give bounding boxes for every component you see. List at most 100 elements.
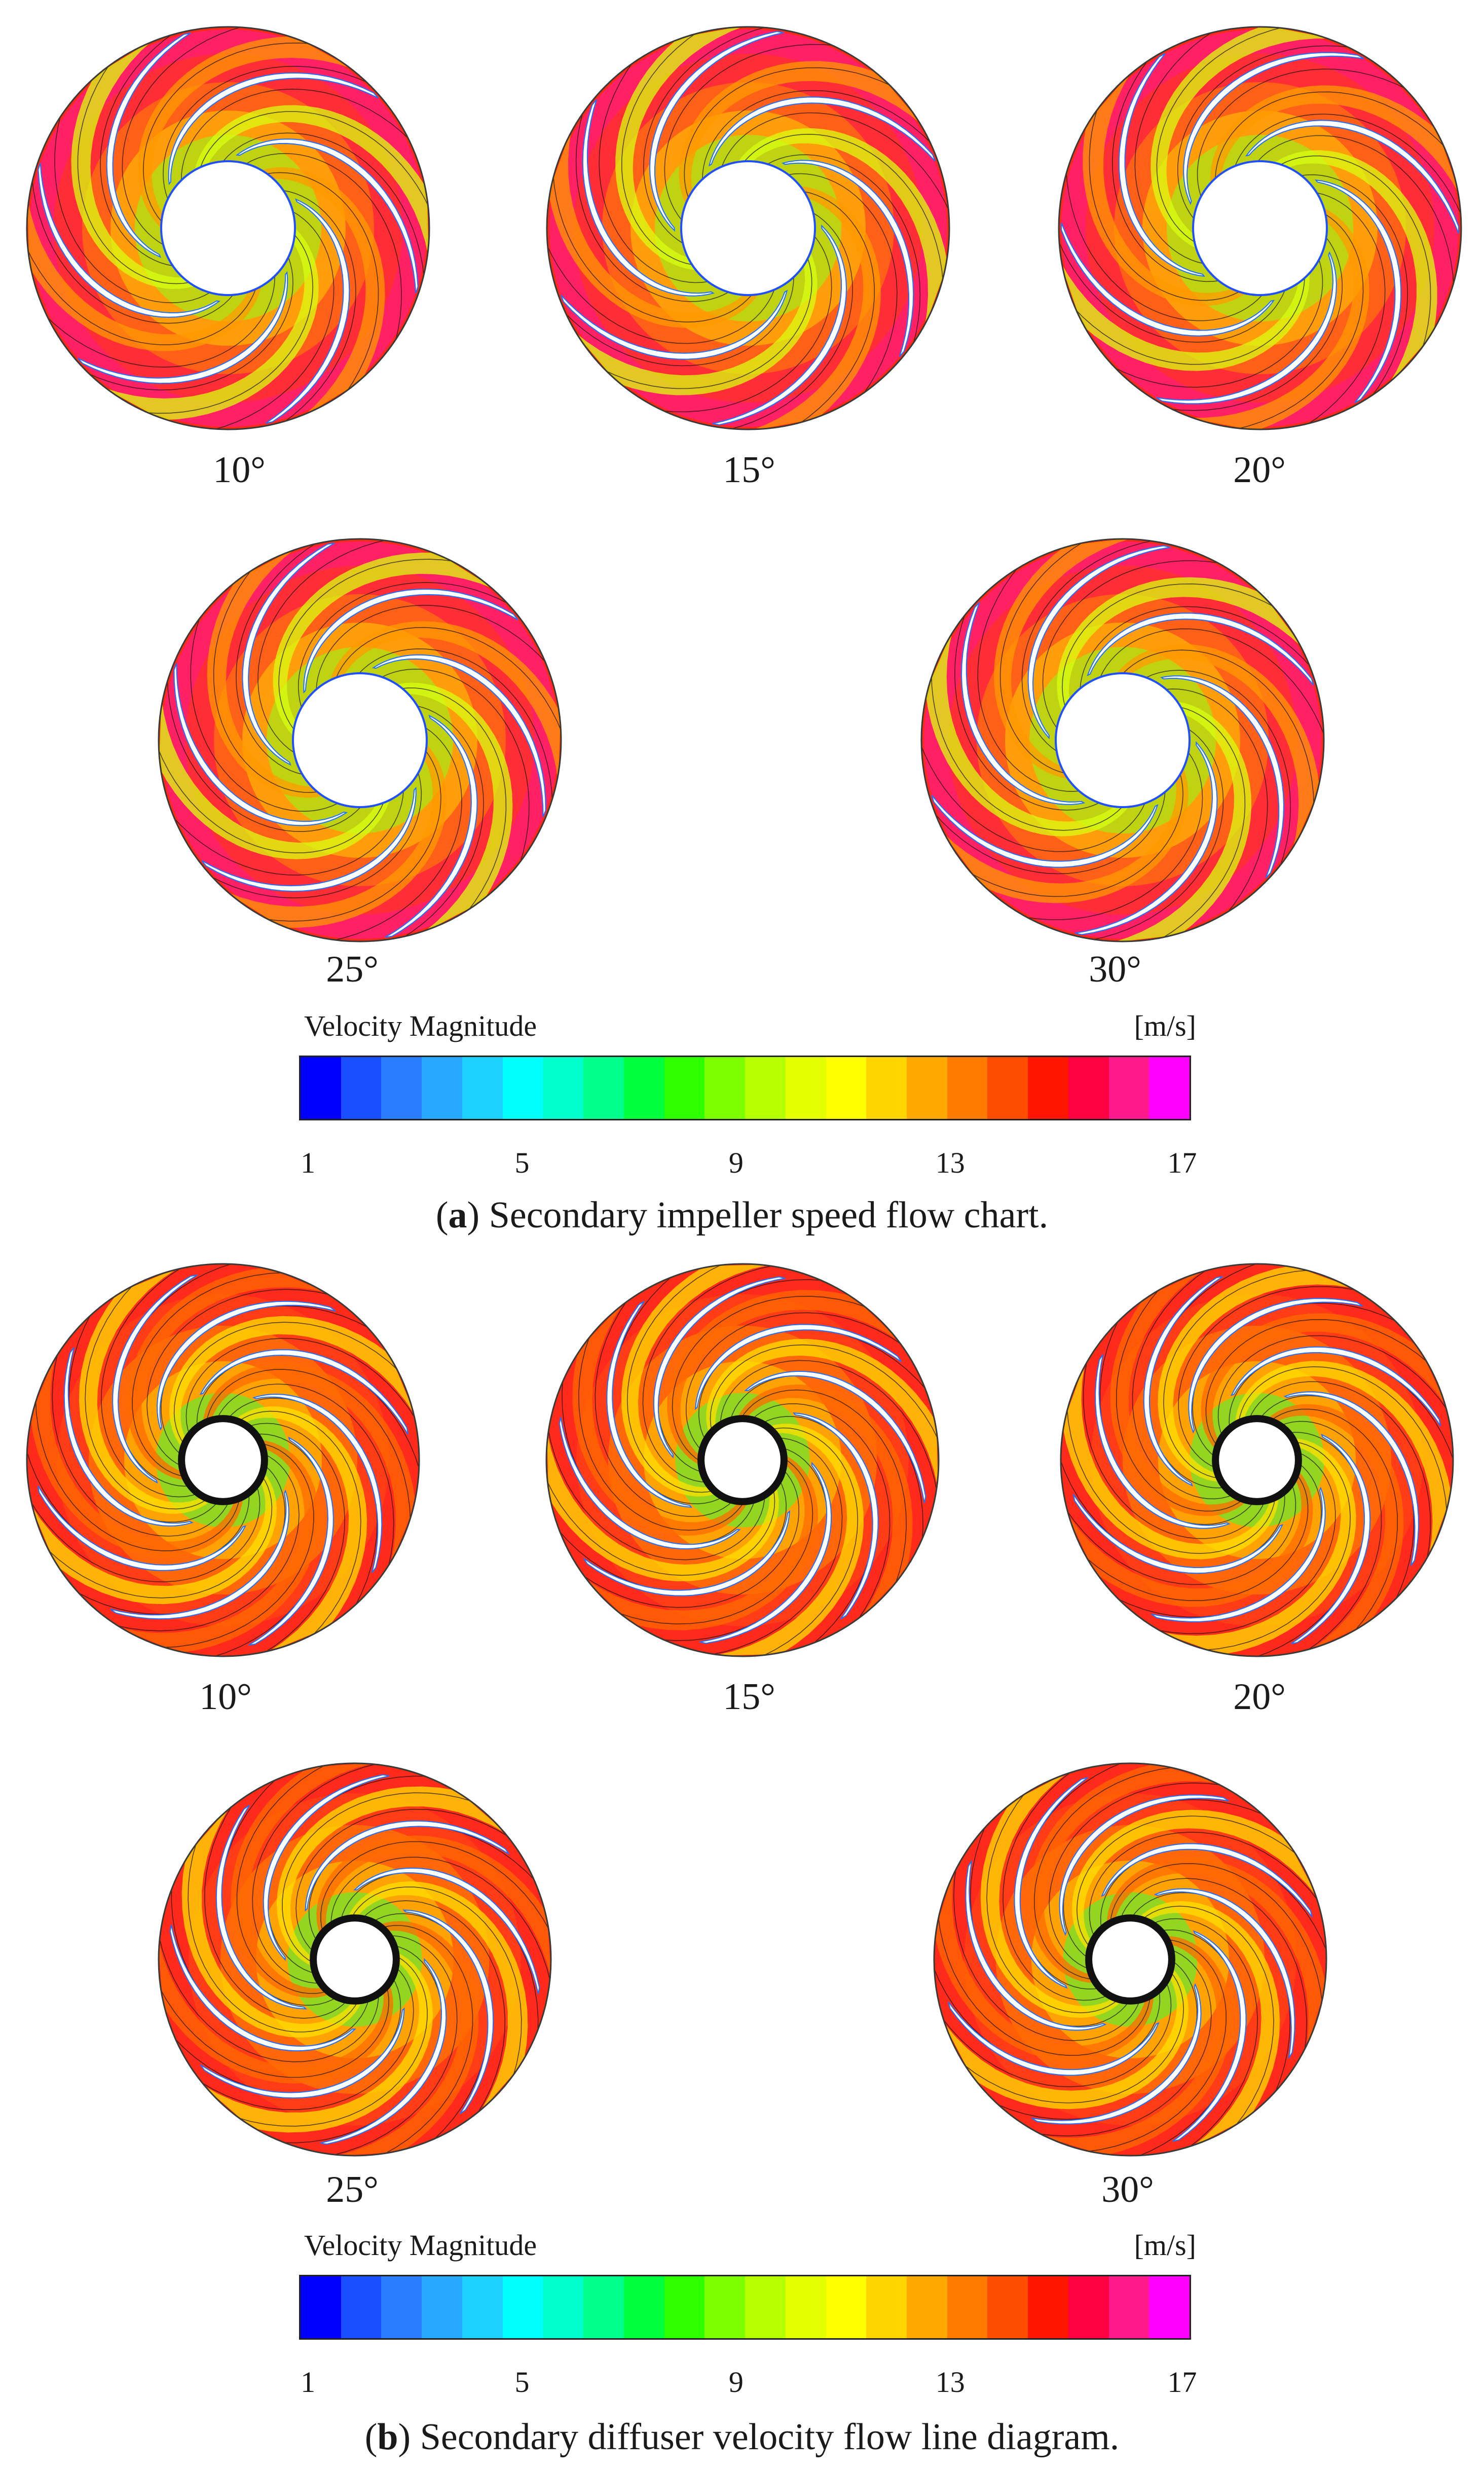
colorbar-segment xyxy=(583,1057,624,1119)
angle-label-15: 15° xyxy=(723,1676,775,1718)
angle-label-10: 10° xyxy=(199,1676,252,1718)
caption-letter: a xyxy=(448,1194,467,1236)
colorbar-segment xyxy=(301,1057,341,1119)
colorbar-segment xyxy=(947,2276,988,2338)
diffuser-disc-15 xyxy=(545,1262,940,1658)
angle-label-25: 25° xyxy=(326,2169,379,2210)
colorbar-tick: 1 xyxy=(301,2366,316,2399)
colorbar-segment xyxy=(745,1057,786,1119)
colorbar-segment xyxy=(1108,1057,1149,1119)
colorbar-segment xyxy=(866,1057,907,1119)
velocity-legend: Velocity Magnitude [m/s] 1 5 9 13 17 xyxy=(299,1009,1197,1181)
colorbar-ticks: 1 5 9 13 17 xyxy=(299,1146,1197,1179)
colorbar-segment xyxy=(502,1057,543,1119)
colorbar-segment xyxy=(623,1057,664,1119)
colorbar-segment xyxy=(704,1057,746,1119)
colorbar-segment xyxy=(1108,2276,1149,2338)
flow-field xyxy=(158,538,562,942)
colorbar-tick: 1 xyxy=(301,1146,316,1179)
diffuser-disc-10 xyxy=(25,1262,421,1658)
diffuser-disc-20 xyxy=(1059,1262,1455,1658)
impeller-disc-30 xyxy=(920,537,1325,943)
colorbar-segment xyxy=(422,2276,462,2338)
colorbar-segment xyxy=(987,2276,1028,2338)
flow-field xyxy=(1058,26,1462,430)
angle-label-30: 30° xyxy=(1089,949,1141,990)
caption-a: (a) Secondary impeller speed flow chart. xyxy=(435,1194,1049,1236)
angle-label-20: 20° xyxy=(1233,1676,1286,1718)
flow-field xyxy=(546,26,950,430)
legend-title: Velocity Magnitude xyxy=(304,2229,537,2262)
colorbar-segment xyxy=(704,2276,746,2338)
colorbar-segment xyxy=(664,1057,705,1119)
flow-field xyxy=(26,26,430,430)
colorbar-segment xyxy=(623,2276,664,2338)
flow-field xyxy=(1060,1263,1454,1657)
angle-label-30: 30° xyxy=(1101,2169,1154,2210)
diffuser-disc-25 xyxy=(157,1762,552,2157)
panel-a-impeller: 10° 15° 20° 25° 30° Velocity Magnitude [… xyxy=(25,25,1463,1236)
colorbar-segment xyxy=(381,2276,422,2338)
diffuser-disc-30 xyxy=(933,1762,1328,2157)
colorbar-segment xyxy=(866,2276,907,2338)
flow-field xyxy=(920,538,1325,942)
flow-field xyxy=(545,1263,940,1657)
colorbar-segment xyxy=(826,1057,867,1119)
colorbar-segment xyxy=(341,1057,382,1119)
flow-field xyxy=(158,1762,552,2157)
colorbar-segment xyxy=(502,2276,543,2338)
colorbar-tick: 9 xyxy=(728,1146,744,1179)
colorbar xyxy=(299,2275,1191,2340)
colorbar-segment xyxy=(745,2276,786,2338)
impeller-disc-15 xyxy=(545,25,951,431)
colorbar-ticks: 1 5 9 13 17 xyxy=(299,2365,1197,2399)
colorbar-tick: 13 xyxy=(935,1146,965,1179)
colorbar-tick: 17 xyxy=(1167,1146,1197,1179)
colorbar-segment xyxy=(1028,1057,1068,1119)
velocity-legend: Velocity Magnitude [m/s] 1 5 9 13 17 xyxy=(299,2228,1197,2401)
colorbar-segment xyxy=(1068,1057,1109,1119)
angle-label-15: 15° xyxy=(723,449,775,491)
flow-field xyxy=(26,1263,420,1657)
colorbar-segment xyxy=(422,1057,462,1119)
colorbar-segment xyxy=(583,2276,624,2338)
panel-b-diffuser: 10° 15° 20° 25° 30° Velocity Magnitude [… xyxy=(0,1237,1484,2470)
colorbar-segment xyxy=(664,2276,705,2338)
colorbar-segment xyxy=(907,2276,947,2338)
colorbar-tick: 5 xyxy=(514,2366,530,2399)
colorbar-segment xyxy=(785,1057,826,1119)
colorbar-segment xyxy=(785,2276,826,2338)
colorbar-segment xyxy=(987,1057,1028,1119)
caption-b: (b) Secondary diffuser velocity flow lin… xyxy=(364,2416,1120,2458)
colorbar-segment xyxy=(462,1057,503,1119)
colorbar-segment xyxy=(462,2276,503,2338)
impeller-disc-25 xyxy=(157,537,563,943)
colorbar-tick: 5 xyxy=(514,1146,530,1179)
legend-title: Velocity Magnitude xyxy=(304,1009,537,1042)
flow-field xyxy=(933,1762,1327,2157)
colorbar-segment xyxy=(826,2276,867,2338)
angle-label-20: 20° xyxy=(1233,449,1286,491)
colorbar xyxy=(299,1056,1191,1120)
colorbar-segment xyxy=(543,2276,584,2338)
impeller-disc-20 xyxy=(1057,25,1463,431)
colorbar-segment xyxy=(1149,1057,1190,1119)
colorbar-segment xyxy=(1149,2276,1190,2338)
colorbar-segment xyxy=(1028,2276,1068,2338)
colorbar-segment xyxy=(341,2276,382,2338)
colorbar-segment xyxy=(543,1057,584,1119)
caption-text: Secondary impeller speed flow chart. xyxy=(479,1194,1049,1236)
impeller-disc-10 xyxy=(25,25,431,431)
colorbar-segment xyxy=(381,1057,422,1119)
colorbar-segment xyxy=(301,2276,341,2338)
legend-unit: [m/s] xyxy=(1134,2229,1196,2262)
colorbar-segment xyxy=(907,1057,947,1119)
colorbar-tick: 17 xyxy=(1167,2366,1197,2399)
colorbar-segment xyxy=(1068,2276,1109,2338)
angle-label-25: 25° xyxy=(326,949,379,990)
caption-letter: b xyxy=(377,2416,398,2458)
caption-text: Secondary diffuser velocity flow line di… xyxy=(411,2416,1120,2458)
colorbar-tick: 13 xyxy=(935,2366,965,2399)
angle-label-10: 10° xyxy=(213,449,266,491)
legend-unit: [m/s] xyxy=(1134,1009,1196,1042)
